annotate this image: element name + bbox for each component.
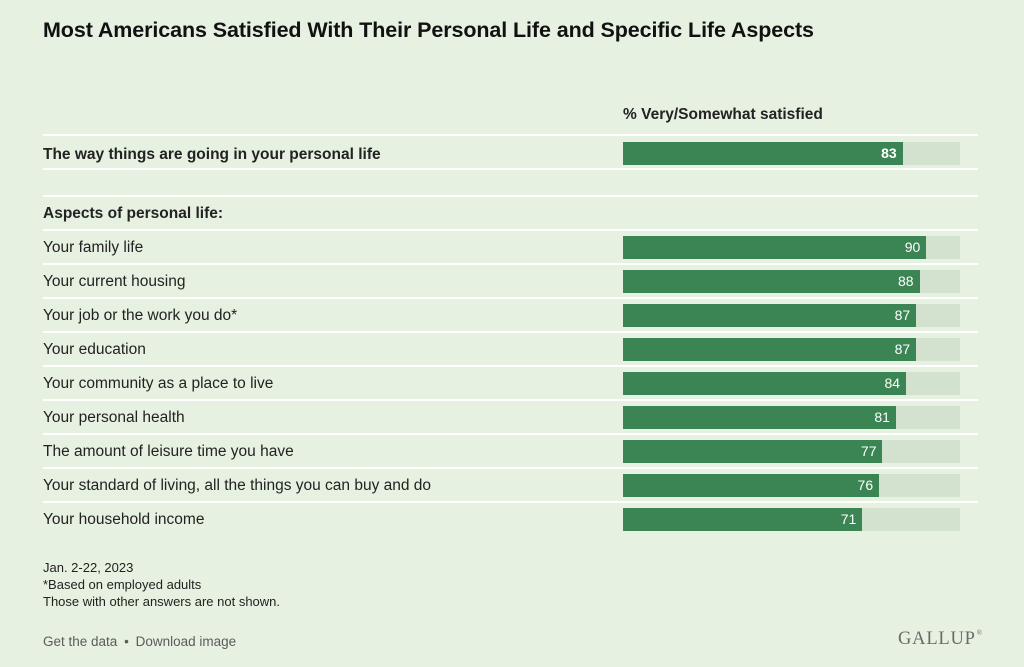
bar-track: 76 <box>623 474 960 497</box>
download-image-link[interactable]: Download image <box>135 634 237 649</box>
bar <box>623 338 917 361</box>
chart-title: Most Americans Satisfied With Their Pers… <box>43 18 814 42</box>
divider <box>43 263 978 265</box>
bar-track: 81 <box>623 406 960 429</box>
bar-value-label: 90 <box>904 239 921 255</box>
bar <box>623 440 883 463</box>
section-label: Aspects of personal life: <box>43 205 224 222</box>
footnotes: Jan. 2-22, 2023 *Based on employed adult… <box>43 559 280 610</box>
row-label: Your education <box>43 341 146 358</box>
divider <box>43 467 978 469</box>
row-label: Your community as a place to live <box>43 375 274 392</box>
bar-track: 77 <box>623 440 960 463</box>
overall-bar-track: 83 <box>623 142 960 165</box>
link-separator: • <box>124 634 129 649</box>
bar <box>623 304 917 327</box>
divider <box>43 297 978 299</box>
bar <box>623 236 927 259</box>
row-label: Your personal health <box>43 409 185 426</box>
bar-value-label: 87 <box>894 341 911 357</box>
bar-value-label: 81 <box>874 409 890 425</box>
divider <box>43 501 978 503</box>
bar-value-label: 76 <box>857 477 874 493</box>
row-label: Your family life <box>43 239 144 256</box>
overall-bar <box>623 142 903 165</box>
divider <box>43 134 978 136</box>
divider <box>43 195 978 197</box>
gallup-logo: GALLUP® <box>898 629 982 650</box>
bar-track: 84 <box>623 372 960 395</box>
bar-track: 90 <box>623 236 960 259</box>
gallup-logo-mark: ® <box>976 629 983 637</box>
row-label: Your job or the work you do* <box>43 307 238 324</box>
bar-value-label: 87 <box>894 307 911 323</box>
gallup-logo-text: GALLUP <box>898 629 976 649</box>
bar-value-label: 77 <box>860 443 877 459</box>
footnote-employed: *Based on employed adults <box>43 577 202 592</box>
column-header: % Very/Somewhat satisfied <box>623 106 823 123</box>
bar-value-label: 88 <box>897 273 914 289</box>
row-label: The amount of leisure time you have <box>43 443 294 460</box>
bar-track: 87 <box>623 338 960 361</box>
row-label: Your standard of living, all the things … <box>43 477 432 494</box>
overall-label: The way things are going in your persona… <box>43 146 381 163</box>
bar <box>623 508 863 531</box>
bar-track: 71 <box>623 508 960 531</box>
divider <box>43 433 978 435</box>
overall-bar-value: 83 <box>881 145 897 161</box>
footnote-other-answers: Those with other answers are not shown. <box>43 594 281 609</box>
bar-track: 88 <box>623 270 960 293</box>
bar <box>623 474 880 497</box>
get-data-link[interactable]: Get the data <box>43 634 118 649</box>
bar <box>623 372 907 395</box>
bar-track: 87 <box>623 304 960 327</box>
survey-date: Jan. 2-22, 2023 <box>43 560 134 575</box>
bar <box>623 270 920 293</box>
divider <box>43 229 978 231</box>
footer-links: Get the data • Download image <box>43 634 236 649</box>
bar <box>623 406 896 429</box>
divider <box>43 168 978 170</box>
bar-value-label: 84 <box>884 375 901 391</box>
bar-value-label: 71 <box>840 511 857 527</box>
row-label: Your current housing <box>43 273 186 290</box>
divider <box>43 365 978 367</box>
row-label: Your household income <box>43 511 205 528</box>
divider <box>43 399 978 401</box>
divider <box>43 331 978 333</box>
